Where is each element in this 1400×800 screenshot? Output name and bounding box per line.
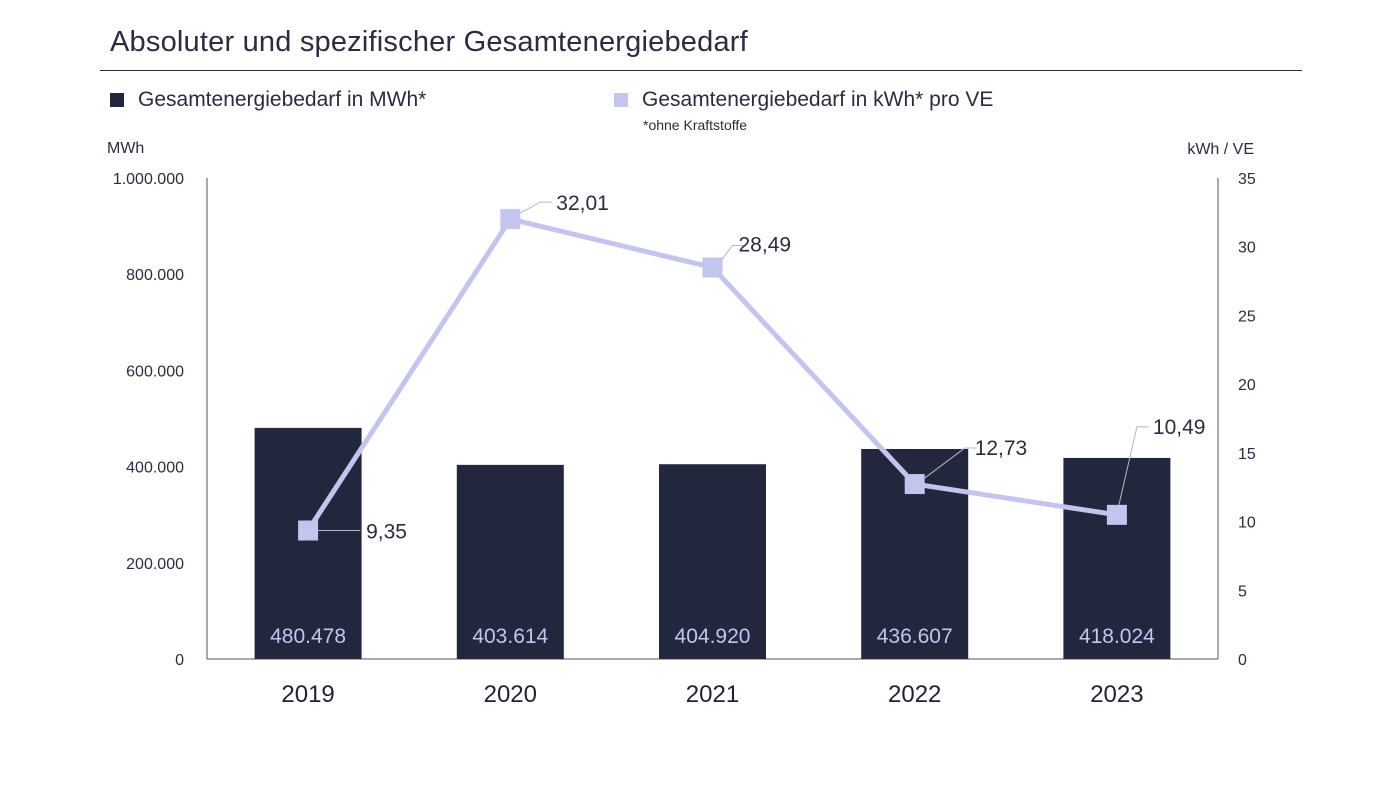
x-category-label: 2021 bbox=[686, 681, 739, 708]
bar-value-label: 480.478 bbox=[270, 625, 346, 648]
line-point-label: 32,01 bbox=[556, 192, 609, 215]
y-right-tick-label: 5 bbox=[1238, 583, 1247, 600]
bar-value-label: 418.024 bbox=[1079, 625, 1155, 648]
line-marker-2020 bbox=[500, 209, 521, 230]
bar-2021 bbox=[659, 464, 766, 659]
line-point-label: 12,73 bbox=[975, 437, 1028, 460]
legend-swatch-bars bbox=[110, 93, 124, 107]
chart-title: Absoluter und spezifischer Gesamtenergie… bbox=[110, 26, 748, 58]
x-category-label: 2023 bbox=[1090, 681, 1143, 708]
y-right-tick-label: 15 bbox=[1238, 446, 1256, 463]
bar-value-label: 404.920 bbox=[675, 625, 751, 648]
bar-value-label: 403.614 bbox=[472, 625, 548, 648]
y-left-tick-label: 0 bbox=[175, 652, 184, 669]
point-leader-line bbox=[720, 244, 745, 262]
legend-label-bars: Gesamtenergiebedarf in MWh* bbox=[138, 88, 427, 111]
x-category-label: 2020 bbox=[484, 681, 537, 708]
bar-2020 bbox=[456, 464, 564, 659]
legend-footnote: *ohne Kraftstoffe bbox=[643, 117, 748, 133]
y-right-tick-label: 30 bbox=[1238, 240, 1256, 257]
line-marker-2023 bbox=[1106, 504, 1127, 525]
x-category-label: 2019 bbox=[281, 681, 334, 708]
y-left-tick-label: 600.000 bbox=[126, 363, 184, 380]
y-right-tick-label: 35 bbox=[1238, 171, 1256, 188]
y-left-tick-label: 1.000.000 bbox=[113, 171, 184, 188]
y-axis-right-unit: kWh / VE bbox=[1187, 141, 1254, 158]
legend-label-line: Gesamtenergiebedarf in kWh* pro VE bbox=[642, 88, 994, 111]
title-divider bbox=[100, 70, 1302, 71]
point-leader-line bbox=[1118, 426, 1149, 505]
line-point-label: 10,49 bbox=[1153, 416, 1206, 439]
line-marker-2021 bbox=[702, 257, 723, 278]
line-point-label: 9,35 bbox=[366, 521, 407, 544]
line-marker-2022 bbox=[904, 474, 925, 495]
point-leader-line bbox=[924, 447, 977, 479]
legend-swatch-line bbox=[614, 93, 628, 107]
x-category-label: 2022 bbox=[888, 681, 941, 708]
y-right-tick-label: 20 bbox=[1238, 377, 1256, 394]
y-axis-left-unit: MWh bbox=[107, 140, 144, 157]
line-point-label: 28,49 bbox=[739, 233, 792, 256]
y-right-tick-label: 0 bbox=[1238, 652, 1247, 669]
y-left-tick-label: 800.000 bbox=[126, 267, 184, 284]
point-leader-line bbox=[520, 201, 553, 214]
y-left-tick-label: 400.000 bbox=[126, 460, 184, 477]
legend-item-bars: Gesamtenergiebedarf in MWh* bbox=[110, 88, 426, 112]
y-left-tick-label: 200.000 bbox=[126, 556, 184, 573]
y-right-tick-label: 25 bbox=[1238, 308, 1256, 325]
bar-value-label: 436.607 bbox=[877, 625, 953, 648]
bar-2019 bbox=[254, 427, 362, 659]
legend-item-line: Gesamtenergiebedarf in kWh* pro VE bbox=[614, 88, 993, 112]
bar-2023 bbox=[1063, 457, 1171, 659]
y-right-tick-label: 10 bbox=[1238, 515, 1256, 532]
line-marker-2019 bbox=[298, 520, 319, 541]
